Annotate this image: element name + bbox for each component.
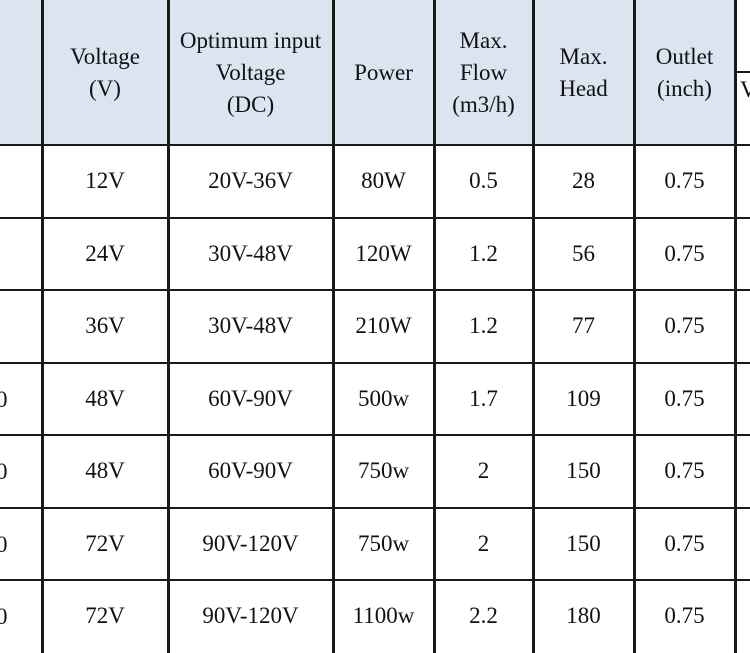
table-cell-power: 1100w xyxy=(352,603,415,629)
table-cell-voltage: 72V xyxy=(85,530,125,556)
table-cell-outlet: 0.75 xyxy=(664,530,705,556)
header-line: (DC) xyxy=(226,91,275,117)
row-divider xyxy=(0,362,750,364)
table-cell-max-head: 28 xyxy=(572,168,595,194)
table-cell-voltage: 48V xyxy=(85,458,125,484)
table-cell-power: 500w xyxy=(357,385,410,411)
table-cell-max-head: 109 xyxy=(566,385,601,411)
table-cell-power: 120W xyxy=(355,240,412,266)
table-cell-power: 210W xyxy=(355,313,412,339)
table-cell-outlet: 0.75 xyxy=(664,313,705,339)
column-divider xyxy=(734,0,737,653)
table-cell-voltage: 72V xyxy=(85,603,125,629)
table-cell-voltage: 36V xyxy=(85,313,125,339)
table-cell-outlet: 0.75 xyxy=(664,603,705,629)
header-line: (m3/h) xyxy=(452,91,515,117)
table-cell-power: 750w xyxy=(357,530,410,556)
table-cell-power: 80W xyxy=(361,168,406,194)
column-divider xyxy=(332,0,335,653)
table-cell-max-flow: 1.2 xyxy=(469,313,498,339)
table-cell-max-head: 56 xyxy=(572,240,595,266)
table-cell-optimum-input: 30V-48V xyxy=(208,240,293,266)
partial-header-divider xyxy=(735,71,750,73)
table-cell-max-head: 180 xyxy=(566,603,601,629)
column-divider xyxy=(167,0,170,653)
header-line: Head xyxy=(559,75,608,101)
header-line: Max. xyxy=(459,27,508,53)
row-left-fragment: 0 xyxy=(0,386,8,412)
table-cell-outlet: 0.75 xyxy=(664,458,705,484)
table-cell-power: 750w xyxy=(357,458,410,484)
header-line: Voltage xyxy=(70,43,140,69)
header-voltage: Voltage (V) xyxy=(42,0,168,145)
table-cell-max-flow: 2.2 xyxy=(469,603,498,629)
row-divider xyxy=(0,434,750,436)
header-outlet: Outlet (inch) xyxy=(634,0,735,145)
row-divider xyxy=(0,579,750,581)
column-divider xyxy=(633,0,636,653)
column-divider xyxy=(532,0,535,653)
table-cell-outlet: 0.75 xyxy=(664,240,705,266)
table-cell-optimum-input: 90V-120V xyxy=(202,603,299,629)
table-cell-max-flow: 0.5 xyxy=(469,168,498,194)
header-max-head: Max. Head xyxy=(533,0,634,145)
column-divider xyxy=(41,0,44,653)
header-line: (V) xyxy=(89,75,121,101)
table-cell-outlet: 0.75 xyxy=(664,385,705,411)
table-cell-max-flow: 2 xyxy=(477,458,490,484)
row-divider xyxy=(0,217,750,219)
column-divider xyxy=(433,0,436,653)
header-line: Flow xyxy=(459,59,508,85)
table-cell-voltage: 48V xyxy=(85,385,125,411)
header-optimum-input: Optimum input Voltage (DC) xyxy=(168,0,333,145)
partial-header-text: V xyxy=(740,77,750,102)
table-cell-optimum-input: 20V-36V xyxy=(208,168,293,194)
table-cell-optimum-input: 30V-48V xyxy=(208,313,293,339)
row-divider xyxy=(0,507,750,509)
table-cell-max-flow: 2 xyxy=(477,530,490,556)
table-cell-voltage: 12V xyxy=(85,168,125,194)
row-divider xyxy=(0,144,750,146)
table-cell-max-flow: 1.7 xyxy=(469,385,498,411)
row-left-fragment: 0 xyxy=(0,604,8,629)
table-cell-max-flow: 1.2 xyxy=(469,240,498,266)
header-power: Power xyxy=(333,0,434,145)
header-max-flow: Max. Flow (m3/h) xyxy=(434,0,533,145)
header-line: Power xyxy=(354,59,413,85)
header-line: (inch) xyxy=(657,75,712,101)
table-cell-max-head: 150 xyxy=(566,530,601,556)
table-cell-voltage: 24V xyxy=(85,240,125,266)
table-cell-optimum-input: 60V-90V xyxy=(208,458,293,484)
row-left-fragment: 0 xyxy=(0,459,8,484)
table-cell-optimum-input: 90V-120V xyxy=(202,530,299,556)
header-line: Outlet xyxy=(655,43,714,69)
table-cell-max-head: 150 xyxy=(566,458,601,484)
table-cell-max-head: 77 xyxy=(572,313,595,339)
row-divider xyxy=(0,289,750,291)
table-cell-optimum-input: 60V-90V xyxy=(208,385,293,411)
row-left-fragment: 0 xyxy=(0,531,8,557)
header-line: Max. xyxy=(559,43,608,69)
header-background xyxy=(0,0,735,145)
header-line: Optimum input xyxy=(179,27,322,53)
header-line: Voltage xyxy=(215,59,286,85)
table-cell-outlet: 0.75 xyxy=(664,168,705,194)
